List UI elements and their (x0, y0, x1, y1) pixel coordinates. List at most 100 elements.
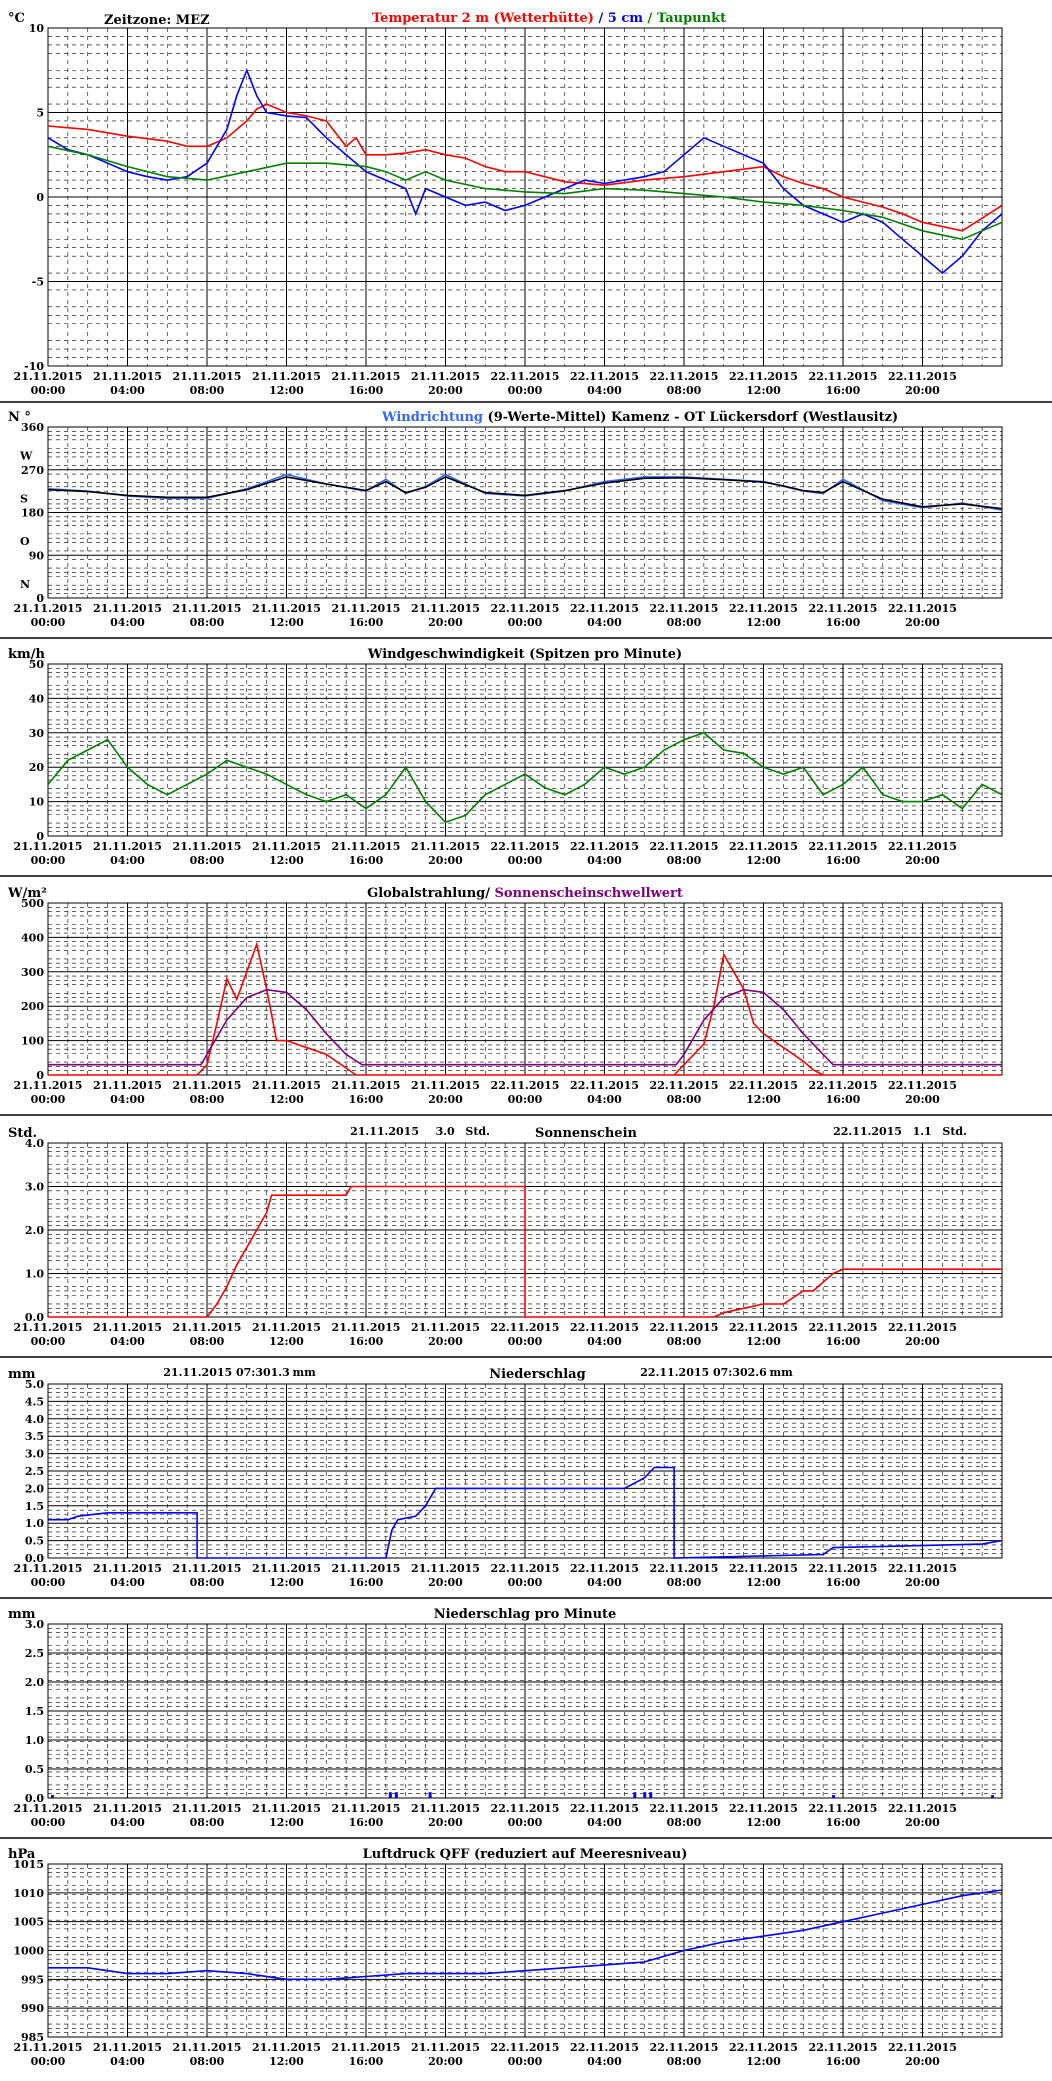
chart-title: Globalstrahlung/ Sonnenscheinschwellwert (367, 886, 683, 901)
x-tick-date: 21.11.2015 (173, 1321, 242, 1334)
x-tick-time: 04:00 (110, 1335, 145, 1348)
y-direction-letter: N (20, 578, 30, 591)
x-tick-date: 22.11.2015 (491, 1079, 560, 1092)
x-tick-time: 20:00 (428, 1576, 463, 1589)
y-tick-label: 3.0 (25, 1181, 44, 1194)
title-part: 5 cm (608, 11, 643, 26)
title-part: / (594, 11, 608, 26)
total-annotation: 1.1 (913, 1125, 932, 1138)
y-tick-label: 360 (21, 421, 44, 434)
y-tick-label: 180 (21, 507, 44, 520)
precip-bar (832, 1795, 836, 1798)
x-tick-date: 21.11.2015 (252, 370, 321, 383)
x-tick-time: 12:00 (746, 2055, 781, 2068)
x-tick-time: 00:00 (31, 1816, 66, 1829)
title-part: Taupunkt (657, 11, 726, 26)
y-direction-letter: W (19, 450, 33, 463)
x-tick-time: 04:00 (110, 2055, 145, 2068)
chart-title: Windgeschwindigkeit (Spitzen pro Minute) (367, 647, 682, 662)
x-tick-time: 08:00 (190, 2055, 225, 2068)
y-tick-label: 0.5 (25, 1535, 44, 1548)
x-tick-date: 22.11.2015 (729, 1562, 798, 1575)
y-tick-label: 100 (21, 1035, 44, 1048)
x-tick-date: 22.11.2015 (491, 840, 560, 853)
y-tick-label: 1.0 (25, 1268, 44, 1281)
y-tick-label: 2.0 (25, 1224, 44, 1237)
x-tick-time: 04:00 (587, 616, 622, 629)
x-tick-time: 08:00 (667, 384, 702, 397)
x-tick-date: 21.11.2015 (93, 1562, 162, 1575)
x-tick-time: 12:00 (746, 616, 781, 629)
x-tick-time: 16:00 (826, 616, 861, 629)
unit-label: mm (8, 1607, 36, 1622)
x-tick-date: 22.11.2015 (729, 370, 798, 383)
x-tick-time: 04:00 (110, 1576, 145, 1589)
x-tick-date: 21.11.2015 (252, 1562, 321, 1575)
y-tick-label: 0.5 (25, 1763, 44, 1776)
x-tick-date: 21.11.2015 (332, 370, 401, 383)
x-tick-time: 08:00 (667, 616, 702, 629)
x-tick-time: 20:00 (905, 1816, 940, 1829)
y-tick-label: 2.5 (25, 1647, 44, 1660)
title-part: Globalstrahlung/ (367, 886, 494, 901)
x-tick-time: 20:00 (428, 1093, 463, 1106)
x-tick-date: 22.11.2015 (570, 370, 639, 383)
x-tick-time: 16:00 (826, 854, 861, 867)
x-tick-time: 12:00 (269, 1576, 304, 1589)
y-tick-label: 40 (29, 692, 45, 705)
x-tick-date: 22.11.2015 (888, 370, 957, 383)
x-tick-time: 12:00 (269, 1093, 304, 1106)
y-tick-label: 1015 (13, 1858, 44, 1871)
x-tick-time: 16:00 (349, 2055, 384, 2068)
x-tick-date: 21.11.2015 (332, 602, 401, 615)
y-tick-label: -10 (24, 360, 44, 373)
y-tick-label: 3.0 (25, 1618, 44, 1631)
y-tick-label: 5 (36, 107, 44, 120)
x-tick-time: 16:00 (349, 384, 384, 397)
total-annotation: mm (292, 1366, 316, 1379)
unit-label: mm (8, 1367, 36, 1382)
x-tick-date: 22.11.2015 (888, 840, 957, 853)
x-tick-time: 08:00 (667, 854, 702, 867)
x-tick-date: 21.11.2015 (332, 1321, 401, 1334)
x-tick-date: 21.11.2015 (411, 2041, 480, 2054)
y-tick-label: 270 (21, 464, 44, 477)
x-tick-date: 21.11.2015 (411, 1802, 480, 1815)
total-annotation: 22.11.2015 07:30 (640, 1366, 748, 1379)
x-tick-time: 16:00 (826, 384, 861, 397)
title-part: Temperatur 2 m (Wetterhütte) (372, 11, 594, 26)
x-tick-date: 22.11.2015 (570, 1321, 639, 1334)
total-annotation: Std. (942, 1125, 967, 1138)
chart-pressure: 1015 1010 1005 1000 995 990 985 hPa Luftdruck QF… (8, 1847, 1003, 2068)
chart-precip_minute: 3.0 2.5 2.0 1.5 1.0 0.5 0.0 mm Niederschlag pro … (0, 1607, 1052, 1839)
x-tick-time: 04:00 (587, 1093, 622, 1106)
x-tick-date: 21.11.2015 (173, 1079, 242, 1092)
x-tick-date: 22.11.2015 (729, 602, 798, 615)
total-annotation: 21.11.2015 (350, 1125, 419, 1138)
series-line (48, 1466, 1003, 1559)
x-tick-time: 16:00 (349, 854, 384, 867)
unit-label: N ° (8, 410, 31, 425)
x-tick-date: 21.11.2015 (173, 840, 242, 853)
title-part: Windrichtung (381, 410, 483, 425)
x-tick-date: 22.11.2015 (729, 2041, 798, 2054)
y-tick-label: 4.5 (25, 1395, 44, 1408)
x-tick-time: 00:00 (508, 1335, 543, 1348)
x-tick-date: 22.11.2015 (491, 602, 560, 615)
x-tick-date: 22.11.2015 (650, 1562, 719, 1575)
x-tick-time: 04:00 (587, 2055, 622, 2068)
x-tick-time: 20:00 (428, 1335, 463, 1348)
y-tick-label: 0.0 (25, 1552, 44, 1565)
x-tick-date: 21.11.2015 (332, 1802, 401, 1815)
x-tick-time: 16:00 (826, 1335, 861, 1348)
precip-bar (991, 1795, 995, 1798)
y-tick-label: 0 (36, 592, 44, 605)
x-tick-date: 22.11.2015 (888, 2041, 957, 2054)
x-tick-time: 08:00 (667, 1576, 702, 1589)
unit-label: Std. (8, 1126, 37, 1141)
x-tick-time: 04:00 (587, 1816, 622, 1829)
x-tick-time: 04:00 (587, 854, 622, 867)
y-tick-label: 50 (29, 658, 45, 671)
y-tick-label: 10 (29, 796, 45, 809)
title-part: (9-Werte-Mittel) (483, 410, 606, 425)
